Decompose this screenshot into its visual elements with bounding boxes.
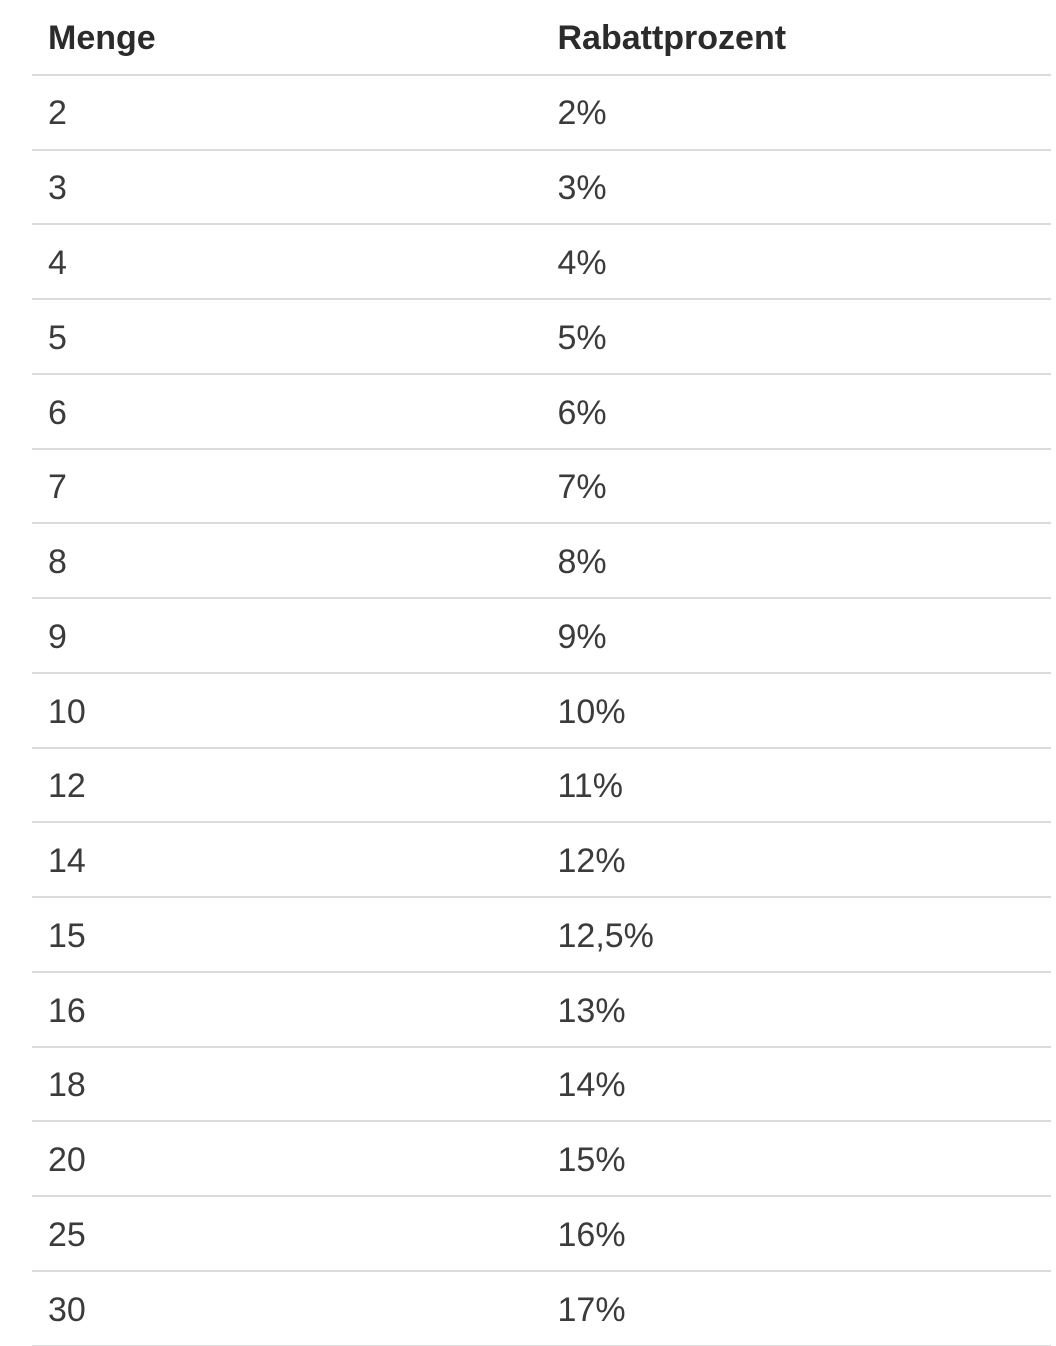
rabatt-cell: 11% <box>541 747 1051 824</box>
menge-cell: 12 <box>32 747 542 824</box>
table-header-row: Menge Rabattprozent <box>32 0 1051 76</box>
rabatt-cell: 3% <box>541 149 1051 226</box>
menge-cell: 2 <box>32 74 542 151</box>
menge-cell: 18 <box>32 1046 542 1123</box>
menge-cell: 4 <box>32 224 542 301</box>
table-row: 5 5% <box>32 299 1051 375</box>
table-row: 8 8% <box>32 523 1051 600</box>
rabatt-cell: 13% <box>541 971 1051 1048</box>
table-row: 4 4% <box>32 224 1051 301</box>
menge-cell: 30 <box>32 1271 542 1346</box>
rabatt-cell: 5% <box>541 299 1051 375</box>
rabatt-cell: 2% <box>541 74 1051 151</box>
table-row: 7 7% <box>32 448 1051 525</box>
menge-cell: 10 <box>32 672 542 749</box>
rabatt-cell: 7% <box>541 448 1051 525</box>
menge-cell: 16 <box>32 971 542 1048</box>
table-row: 9 9% <box>32 598 1051 674</box>
rabatt-cell: 6% <box>541 373 1051 450</box>
table-row: 18 14% <box>32 1046 1051 1123</box>
rabatt-cell: 14% <box>541 1046 1051 1123</box>
table-row: 2 2% <box>32 74 1051 151</box>
table-body: 2 2% 3 3% 4 4% 5 5% 6 6% 7 7% 8 8% 9 9% … <box>32 74 1051 1346</box>
rabatt-cell: 4% <box>541 224 1051 301</box>
menge-cell: 8 <box>32 523 542 600</box>
table-row: 15 12,5% <box>32 897 1051 973</box>
menge-cell: 25 <box>32 1196 542 1273</box>
table-row: 3 3% <box>32 149 1051 226</box>
menge-cell: 20 <box>32 1121 542 1198</box>
menge-cell: 5 <box>32 299 542 375</box>
menge-cell: 7 <box>32 448 542 525</box>
table-row: 25 16% <box>32 1196 1051 1273</box>
rabatt-cell: 9% <box>541 598 1051 674</box>
column-header-menge: Menge <box>32 0 542 76</box>
table-row: 10 10% <box>32 672 1051 749</box>
rabatt-cell: 10% <box>541 672 1051 749</box>
menge-cell: 9 <box>32 598 542 674</box>
rabatt-cell: 15% <box>541 1121 1051 1198</box>
menge-cell: 6 <box>32 373 542 450</box>
table-header: Menge Rabattprozent <box>32 0 1051 76</box>
table-row: 12 11% <box>32 747 1051 824</box>
rabatt-cell: 16% <box>541 1196 1051 1273</box>
table-row: 20 15% <box>32 1121 1051 1198</box>
menge-cell: 14 <box>32 822 542 899</box>
rabatt-cell: 12,5% <box>541 897 1051 973</box>
menge-cell: 3 <box>32 149 542 226</box>
table-row: 14 12% <box>32 822 1051 899</box>
table-row: 6 6% <box>32 373 1051 450</box>
rabatt-cell: 17% <box>541 1271 1051 1346</box>
rabatt-cell: 8% <box>541 523 1051 600</box>
menge-cell: 15 <box>32 897 542 973</box>
rabatt-cell: 12% <box>541 822 1051 899</box>
table-row: 30 17% <box>32 1271 1051 1346</box>
table-row: 16 13% <box>32 971 1051 1048</box>
discount-table: Menge Rabattprozent 2 2% 3 3% 4 4% 5 5% … <box>32 0 1051 1346</box>
column-header-rabattprozent: Rabattprozent <box>541 0 1051 76</box>
